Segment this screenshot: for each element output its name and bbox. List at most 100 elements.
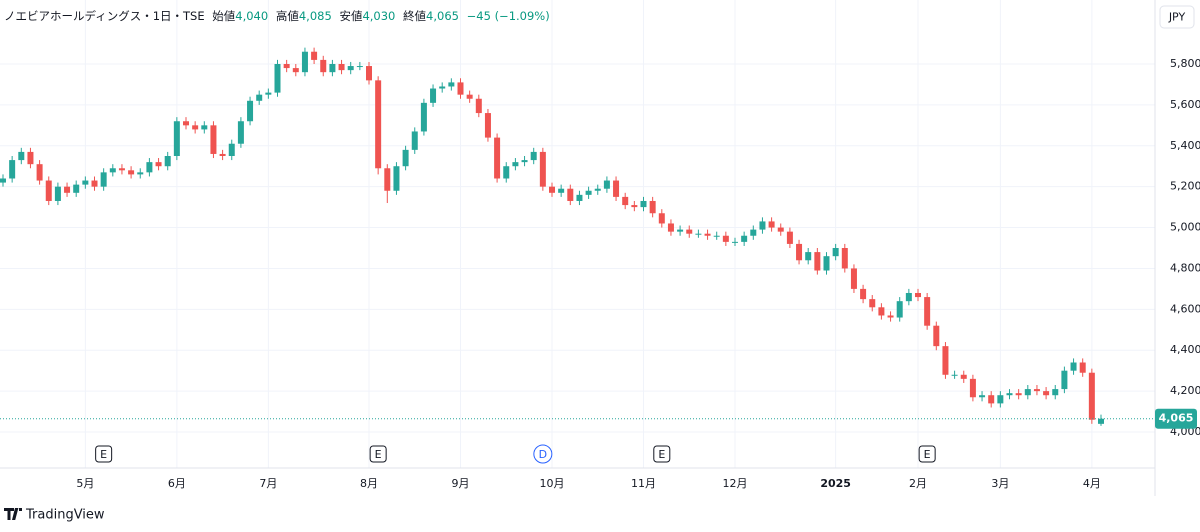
legend-label: 終値	[403, 9, 426, 23]
candle-body	[192, 125, 199, 130]
candle-body	[292, 68, 299, 73]
dividend-marker	[533, 444, 553, 464]
event-label: E	[375, 448, 382, 461]
legend: ノエビアホールディングス・1日・TSE 始値4,040 高値4,085 安値4,…	[4, 9, 550, 23]
candle-body	[750, 229, 757, 236]
symbol-title: ノエビアホールディングス・1日・TSE	[4, 9, 205, 23]
y-tick-label: 4,400	[1170, 343, 1200, 356]
candle-body	[475, 98, 482, 114]
event-label: E	[924, 448, 931, 461]
candle-body	[210, 125, 217, 154]
candle-body	[0, 178, 6, 183]
candle-body	[54, 186, 61, 201]
candle-body	[988, 395, 995, 404]
legend-value: 4,085	[299, 9, 332, 23]
y-tick-label: 5,200	[1170, 180, 1200, 193]
candle-body	[128, 170, 135, 175]
y-tick-label: 4,800	[1170, 261, 1200, 274]
earnings-marker	[653, 445, 671, 463]
candle-body	[622, 196, 629, 206]
candle-body	[1043, 391, 1050, 396]
candle-body	[411, 131, 418, 150]
candle-body	[713, 235, 720, 237]
candle-body	[603, 180, 610, 189]
candle-body	[585, 190, 592, 195]
candle-body	[649, 200, 656, 214]
candle-body	[503, 166, 510, 179]
candle-body	[530, 151, 537, 161]
candle-body	[320, 59, 327, 73]
candle-body	[677, 229, 684, 232]
candle-body	[1052, 389, 1059, 396]
candle-body	[36, 164, 43, 181]
candle-body	[924, 297, 931, 326]
y-tick-label: 5,800	[1170, 57, 1200, 70]
event-label: D	[539, 448, 547, 461]
candle-body	[558, 188, 565, 193]
candle-body	[905, 292, 912, 302]
event-label: E	[658, 448, 665, 461]
candle-body	[484, 113, 491, 138]
candle-body	[366, 66, 372, 81]
candle-body	[887, 315, 894, 318]
legend-change: −45 (−1.09%)	[467, 9, 550, 23]
candle-body	[997, 395, 1004, 404]
y-tick-label: 5,400	[1170, 139, 1200, 152]
candle-body	[567, 188, 574, 201]
candle-body	[338, 63, 345, 71]
candle-body	[1070, 362, 1077, 371]
candle-body	[155, 162, 162, 167]
candle-body	[301, 51, 308, 73]
legend-label: 高値	[276, 9, 299, 23]
x-tick-label: 6月	[168, 477, 186, 490]
candle-body	[722, 235, 729, 242]
candle-body	[960, 374, 967, 379]
y-tick-label: 5,600	[1170, 98, 1200, 111]
candle-body	[969, 378, 976, 398]
candle-body	[768, 221, 775, 228]
candle-body	[283, 63, 290, 69]
candle-body	[439, 86, 446, 89]
candle-body	[393, 166, 400, 191]
candle-body	[237, 121, 244, 144]
candle-body	[979, 395, 986, 398]
candle-body	[183, 121, 189, 126]
candle-body	[686, 229, 693, 234]
candle-body	[759, 221, 766, 230]
candle-body	[64, 186, 71, 193]
candle-body	[860, 288, 867, 300]
legend-value: 4,030	[362, 9, 395, 23]
candle-body	[27, 151, 34, 165]
candle-body	[1006, 393, 1013, 396]
candle-body	[347, 66, 354, 71]
candle-body	[164, 156, 171, 167]
candle-body	[878, 307, 885, 316]
earnings-marker	[95, 445, 113, 463]
candle-body	[73, 184, 80, 193]
candle-body	[704, 233, 711, 236]
candle-body	[1079, 362, 1086, 373]
earnings-marker	[918, 445, 936, 463]
x-tick-label: 3月	[991, 477, 1009, 490]
candle-body	[896, 301, 903, 318]
candle-body	[832, 248, 839, 257]
candle-body	[45, 180, 52, 201]
plot	[0, 0, 1155, 468]
candle-body	[9, 160, 16, 179]
candle-body	[549, 186, 555, 193]
candle-body	[1033, 389, 1040, 392]
candle-body	[732, 241, 738, 243]
last-price-label: 4,065	[1159, 412, 1194, 425]
candle-body	[256, 94, 263, 101]
x-tick-label: 8月	[360, 477, 378, 490]
candle-body	[82, 180, 89, 185]
currency-box[interactable]	[1159, 5, 1195, 29]
candle-body	[375, 80, 382, 169]
candle-body	[594, 188, 601, 191]
candle-body	[173, 121, 180, 156]
candle-body	[741, 235, 748, 242]
brand: TradingView	[25, 508, 105, 523]
earnings-marker	[369, 445, 387, 463]
candle-body	[823, 256, 830, 271]
